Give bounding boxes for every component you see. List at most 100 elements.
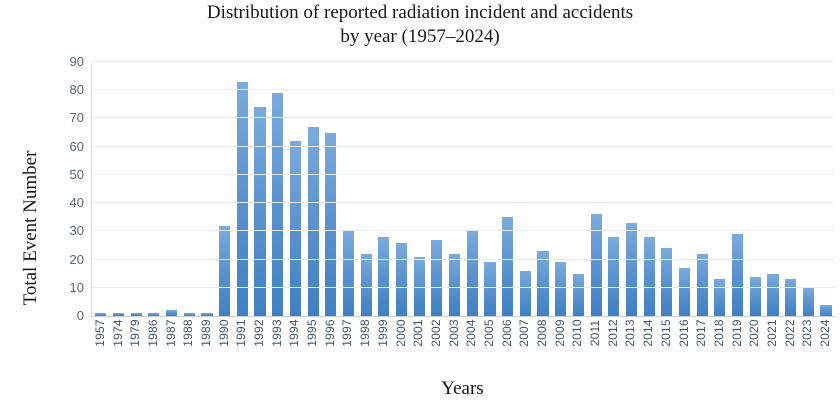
x-tick-2015: 2015 [657, 318, 675, 356]
bar-2007 [519, 270, 531, 316]
x-tick-1986: 1986 [144, 318, 162, 356]
bar-1999 [378, 236, 390, 316]
x-tick-label-2007: 2007 [517, 319, 532, 347]
x-tick-label-2010: 2010 [570, 319, 585, 347]
bar-col-2017 [693, 62, 711, 316]
bar-col-2015 [658, 62, 676, 316]
x-tick-label-1998: 1998 [358, 319, 373, 347]
bar-col-1979 [127, 62, 145, 316]
x-axis-title: Years [441, 378, 484, 399]
bar-col-2008 [534, 62, 552, 316]
x-tick-label-2002: 2002 [428, 319, 443, 347]
bar-2014 [643, 236, 655, 316]
gridline-80 [92, 89, 835, 91]
x-tick-1997: 1997 [339, 318, 357, 356]
x-tick-label-2005: 2005 [481, 319, 496, 347]
x-tick-2005: 2005 [480, 318, 498, 356]
bar-col-2000 [393, 62, 411, 316]
x-tick-label-1994: 1994 [287, 319, 302, 347]
bar-col-2010 [570, 62, 588, 316]
bar-col-2024 [817, 62, 835, 316]
x-tick-label-2001: 2001 [411, 319, 426, 347]
bar-1991 [236, 81, 248, 316]
x-tick-label-1989: 1989 [198, 319, 213, 347]
bar-2015 [661, 248, 673, 316]
bar-2005 [484, 262, 496, 316]
x-tick-label-1987: 1987 [163, 319, 178, 347]
x-axis-tick-labels: 1957 1974 1979 1986 1987 1988 1989 1990 1991 1992… [91, 318, 834, 356]
bar-1993 [272, 93, 284, 316]
bar-col-1999 [375, 62, 393, 316]
bar-col-2021 [764, 62, 782, 316]
y-tick-label-80: 80 [69, 82, 84, 98]
y-tick-label-90: 90 [69, 54, 84, 69]
x-tick-1979: 1979 [126, 318, 144, 356]
y-tick-label-40: 40 [69, 195, 84, 211]
bar-col-2018 [711, 62, 729, 316]
x-tick-2020: 2020 [745, 318, 763, 356]
x-tick-label-2017: 2017 [694, 319, 709, 347]
chart-title: Distribution of reported radiation incid… [0, 1, 840, 49]
x-tick-label-2000: 2000 [393, 319, 408, 347]
bar-1979 [130, 313, 142, 316]
bar-col-2023 [800, 62, 818, 316]
bar-2024 [820, 304, 832, 316]
x-tick-2019: 2019 [728, 318, 746, 356]
x-tick-label-2014: 2014 [641, 319, 656, 347]
y-tick-label-0: 0 [76, 308, 84, 323]
x-tick-label-2008: 2008 [535, 319, 550, 347]
x-tick-2014: 2014 [639, 318, 657, 356]
bar-col-1990 [216, 62, 234, 316]
y-tick-label-70: 70 [69, 110, 84, 126]
bar-col-1987 [163, 62, 181, 316]
x-tick-label-2015: 2015 [658, 319, 673, 347]
y-tick-label-20: 20 [69, 251, 84, 267]
x-tick-label-2013: 2013 [623, 319, 638, 347]
x-tick-label-1991: 1991 [234, 319, 249, 347]
x-tick-1991: 1991 [233, 318, 251, 356]
x-tick-label-1997: 1997 [340, 319, 355, 347]
x-tick-2006: 2006 [498, 318, 516, 356]
bar-col-2020 [746, 62, 764, 316]
x-tick-label-2009: 2009 [552, 319, 567, 347]
x-tick-2009: 2009 [551, 318, 569, 356]
x-tick-1996: 1996 [321, 318, 339, 356]
x-tick-label-2022: 2022 [782, 319, 797, 347]
x-tick-1957: 1957 [91, 318, 109, 356]
bar-2001 [413, 256, 425, 316]
bar-1986 [148, 313, 160, 316]
bar-2017 [696, 253, 708, 316]
gridline-90 [92, 61, 835, 62]
bar-col-2019 [729, 62, 747, 316]
bar-col-1989 [198, 62, 216, 316]
x-tick-1989: 1989 [197, 318, 215, 356]
x-tick-label-1990: 1990 [216, 319, 231, 347]
x-tick-1995: 1995 [303, 318, 321, 356]
bar-col-2006 [499, 62, 517, 316]
bar-col-2012 [605, 62, 623, 316]
x-tick-1974: 1974 [109, 318, 127, 356]
x-tick-label-1974: 1974 [110, 319, 125, 347]
x-tick-label-2019: 2019 [729, 319, 744, 347]
bar-col-2022 [782, 62, 800, 316]
x-tick-label-2018: 2018 [711, 319, 726, 347]
bar-2003 [449, 253, 461, 316]
x-tick-label-1995: 1995 [305, 319, 320, 347]
y-tick-label-30: 30 [69, 223, 84, 239]
y-tick-label-50: 50 [69, 166, 84, 182]
bar-2004 [466, 231, 478, 316]
x-tick-label-2003: 2003 [446, 319, 461, 347]
bar-2023 [802, 287, 814, 316]
bar-2008 [537, 251, 549, 316]
x-tick-label-2004: 2004 [464, 319, 479, 347]
gridline-20 [92, 258, 835, 260]
bar-1994 [289, 141, 301, 316]
x-tick-2008: 2008 [533, 318, 551, 356]
bar-1996 [325, 132, 337, 316]
x-tick-label-2020: 2020 [747, 319, 762, 347]
bar-col-1994 [287, 62, 305, 316]
x-tick-label-1996: 1996 [322, 319, 337, 347]
x-tick-2007: 2007 [516, 318, 534, 356]
bar-col-2016 [676, 62, 694, 316]
bar-1990 [219, 225, 231, 316]
